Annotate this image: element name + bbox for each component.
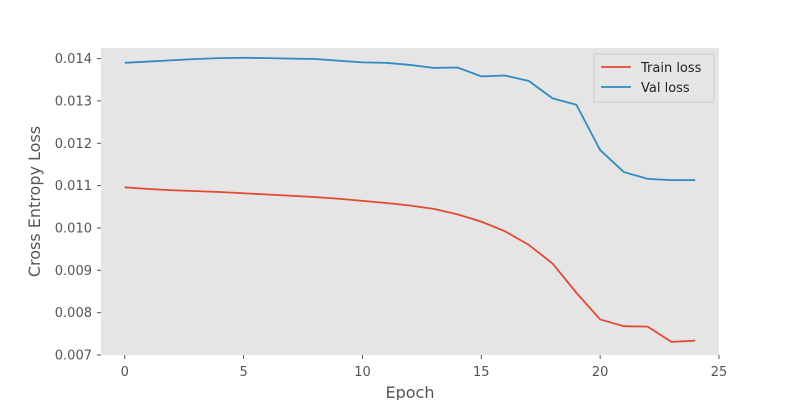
legend-label-val-loss: Val loss [641,81,690,96]
series-lines [124,56,696,343]
series-line-train-loss [124,186,696,343]
y-tick-label: 0.007 [55,349,92,364]
y-tick-label: 0.010 [55,221,92,236]
y-tick-label: 0.012 [55,137,92,152]
x-tick-label: 15 [473,365,490,380]
legend-box [593,53,715,103]
x-tick-label: 10 [354,365,371,380]
y-tick-label: 0.013 [55,94,92,109]
x-axis-ticks: 0 5 10 15 20 25 [121,355,728,380]
y-tick-label: 0.008 [55,306,92,321]
x-axis-label: Epoch [386,383,435,400]
y-axis-label: Cross Entropy Loss [25,126,44,277]
legend-label-train-loss: Train loss [640,61,702,76]
x-tick-label: 20 [592,365,609,380]
x-tick-label: 0 [121,365,129,380]
y-tick-label: 0.009 [55,264,92,279]
series-line-val-loss [124,56,696,182]
y-axis-ticks: 0.007 0.008 0.009 0.010 0.011 0.012 0.013 0.014 [55,52,101,364]
legend: Train loss Val loss [593,53,715,103]
x-tick-label: 25 [711,365,728,380]
y-tick-label: 0.014 [55,52,92,67]
x-tick-label: 5 [239,365,247,380]
y-tick-label: 0.011 [55,179,92,194]
